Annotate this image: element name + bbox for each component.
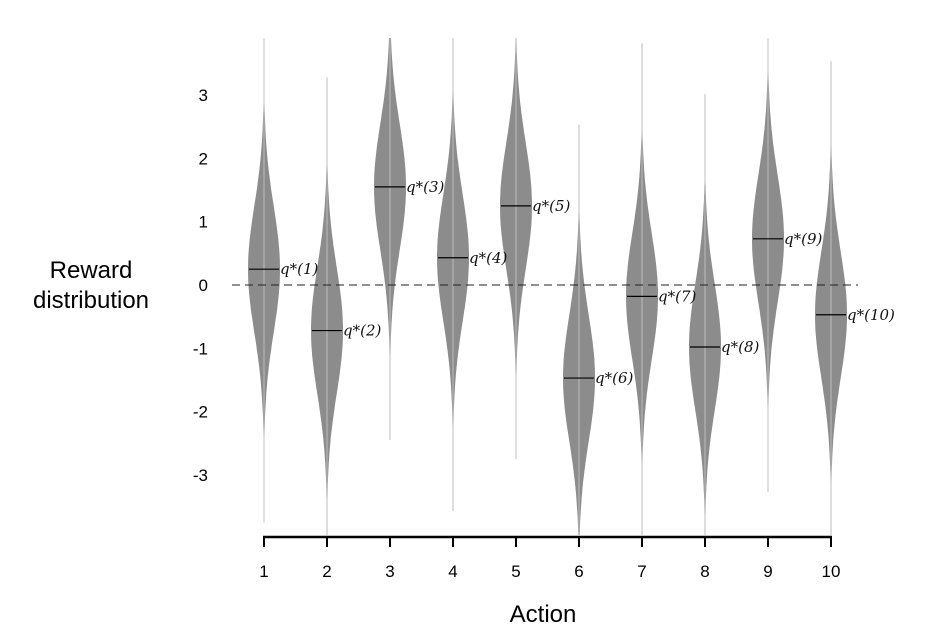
x-tick-label: 4	[448, 562, 457, 581]
x-tick-label: 10	[822, 562, 841, 581]
y-tick-label: 0	[199, 276, 208, 295]
x-tick-label: 2	[322, 562, 331, 581]
x-tick-label: 6	[574, 562, 583, 581]
y-axis-title-line-1: Reward	[50, 257, 133, 284]
y-tick-label: 2	[199, 149, 208, 168]
x-tick-label: 5	[511, 562, 520, 581]
mean-label-7: q*(7)	[658, 287, 696, 305]
x-tick-label: 1	[259, 562, 268, 581]
mean-label-6: q*(6)	[595, 369, 633, 387]
y-tick-label: -2	[193, 403, 208, 422]
mean-label-10: q*(10)	[847, 306, 895, 324]
x-tick-label: 7	[637, 562, 646, 581]
x-tick-label: 9	[763, 562, 772, 581]
mean-label-9: q*(9)	[784, 230, 822, 248]
x-tick-label: 8	[700, 562, 709, 581]
y-tick-label: -3	[193, 466, 208, 485]
y-tick-label: 3	[199, 86, 208, 105]
mean-label-4: q*(4)	[469, 249, 507, 267]
mean-label-1: q*(1)	[280, 260, 318, 278]
mean-label-5: q*(5)	[532, 197, 570, 215]
y-tick-label: -1	[193, 339, 208, 358]
mean-label-2: q*(2)	[343, 322, 381, 340]
y-axis-title-line-2: distribution	[33, 287, 149, 314]
x-axis-title: Action	[510, 601, 577, 628]
mean-label-8: q*(8)	[721, 338, 759, 356]
y-tick-label: 1	[199, 213, 208, 232]
x-tick-label: 3	[385, 562, 394, 581]
mean-label-3: q*(3)	[406, 178, 444, 196]
